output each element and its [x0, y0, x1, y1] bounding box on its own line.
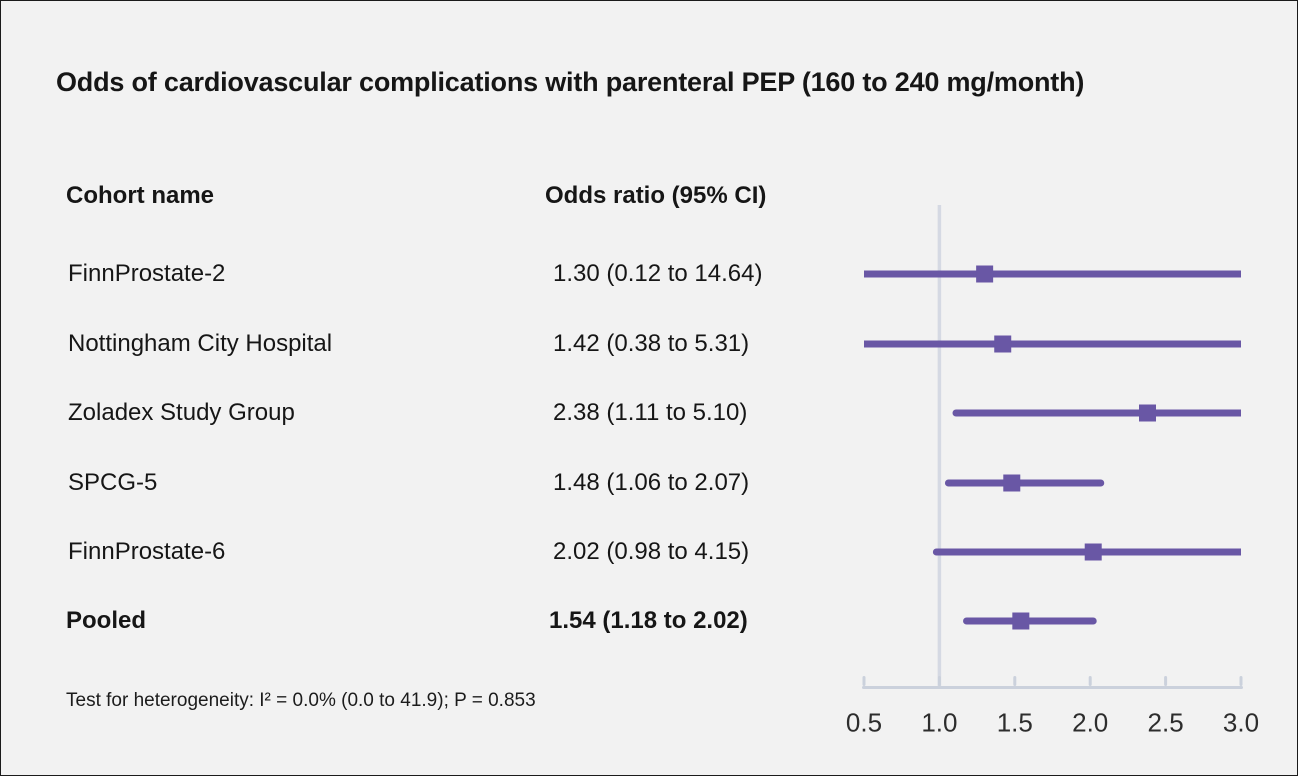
x-axis-tick: [1164, 676, 1168, 686]
heterogeneity-footnote: Test for heterogeneity: I² = 0.0% (0.0 t…: [66, 690, 536, 711]
x-axis-tick-label: 0.5: [845, 707, 883, 738]
x-axis-tick: [1013, 676, 1017, 686]
ci-cap-right: [1097, 479, 1105, 487]
ci-line: [948, 479, 1101, 487]
or-marker: [994, 335, 1012, 353]
ci-cap-left: [944, 479, 952, 487]
cohort-name: Nottingham City Hospital: [68, 330, 333, 357]
ci-cap-right: [1089, 617, 1097, 625]
pooled-or-marker: [1012, 612, 1030, 630]
column-header-odds-ratio: Odds ratio (95% CI): [545, 182, 767, 209]
x-axis-tick: [1239, 676, 1243, 686]
x-axis-tick-label: 2.5: [1147, 707, 1184, 738]
odds-ratio-value: 1.48 (1.06 to 2.07): [553, 469, 750, 496]
cohort-name: SPCG-5: [68, 469, 158, 496]
cohort-name: Pooled: [66, 607, 147, 634]
odds-ratio-value: 2.02 (0.98 to 4.15): [553, 538, 750, 565]
ci-cap-left: [952, 409, 960, 417]
cohort-name: Zoladex Study Group: [68, 399, 295, 426]
x-axis-tick-label: 3.0: [1222, 707, 1260, 738]
x-axis-tick: [1088, 676, 1092, 686]
ci-line: [864, 340, 1241, 348]
ci-line: [955, 409, 1241, 417]
odds-ratio-value: 2.38 (1.11 to 5.10): [553, 399, 748, 426]
or-marker: [1084, 543, 1102, 561]
ci-line: [966, 617, 1094, 625]
or-marker: [976, 265, 994, 283]
x-axis-tick-label: 1.5: [996, 707, 1033, 738]
or-marker: [1139, 404, 1157, 422]
or-marker: [1003, 474, 1021, 492]
x-axis-tick: [937, 676, 941, 686]
column-header-cohort: Cohort name: [66, 182, 215, 209]
chart-title: Odds of cardiovascular complications wit…: [56, 67, 1085, 97]
x-axis-tick-label: 2.0: [1072, 707, 1109, 738]
reference-line: [937, 205, 942, 689]
ci-line: [864, 270, 1241, 278]
ci-cap-left: [932, 548, 940, 556]
cohort-name: FinnProstate-2: [68, 260, 226, 287]
x-axis-line: [862, 686, 1243, 689]
ci-line: [936, 548, 1241, 556]
ci-cap-left: [963, 617, 971, 625]
odds-ratio-value: 1.54 (1.18 to 2.02): [549, 607, 748, 634]
odds-ratio-value: 1.42 (0.38 to 5.31): [553, 330, 750, 357]
x-axis-tick: [862, 676, 866, 686]
odds-ratio-value: 1.30 (0.12 to 14.64): [553, 260, 763, 287]
x-axis-tick-label: 1.0: [921, 707, 958, 738]
cohort-name: FinnProstate-6: [68, 538, 226, 565]
